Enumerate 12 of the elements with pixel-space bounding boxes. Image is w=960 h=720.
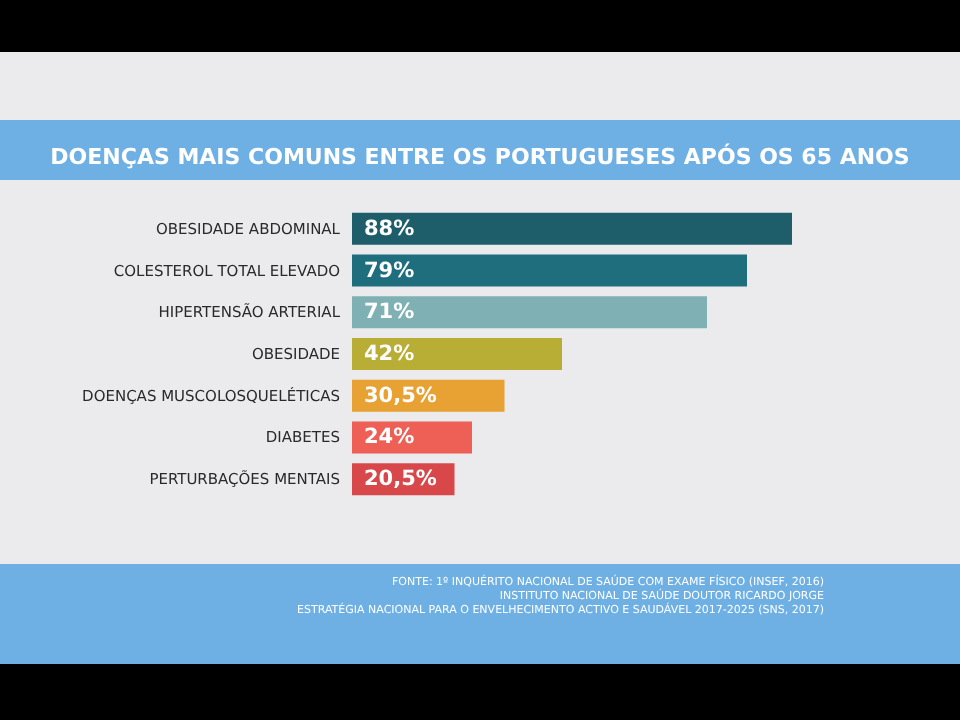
data-label: 79%: [364, 258, 416, 283]
data-label: 24%: [364, 425, 416, 450]
bar: [352, 296, 707, 329]
bar: [352, 338, 562, 370]
chart-title: DOENÇAS MAIS COMUNS ENTRE OS PORTUGUESES APÓS OS 65 ANOS: [50, 142, 910, 170]
data-label: 88%: [364, 216, 416, 241]
data-label: 42%: [364, 342, 416, 366]
data-label: 20,5%: [364, 467, 438, 492]
bar: [352, 254, 747, 287]
data-label: 30,5%: [364, 383, 438, 408]
bar: [352, 212, 792, 245]
data-label: 71%: [364, 300, 416, 325]
